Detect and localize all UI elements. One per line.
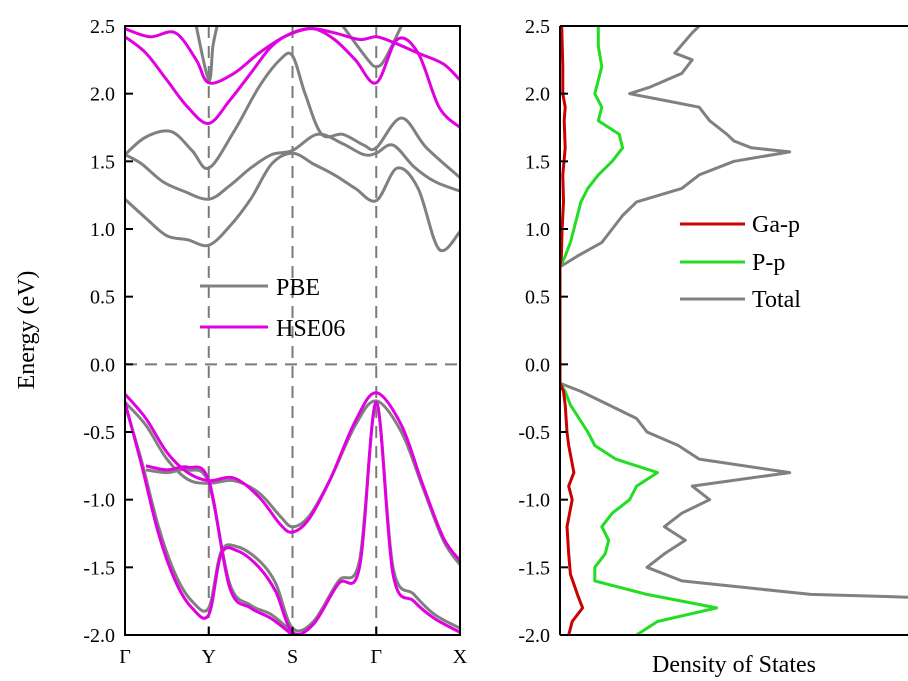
band-y-tick-label: 2.0 xyxy=(90,84,115,106)
band-y-tick-label: -2.0 xyxy=(83,625,115,647)
band-line-hse06-valence xyxy=(125,400,460,635)
dos-legend: Ga-p P-p Total xyxy=(680,212,801,313)
dos-line-total xyxy=(560,26,908,635)
dos-panel: 2.5 2.0 1.5 1.0 0.5 0.0 -0.5 -1.0 -1.5 -2.0 Densi… xyxy=(518,16,908,678)
band-y-axis: 2.5 2.0 1.5 1.0 0.5 0.0 -0.5 -1.0 -1.5 -2.0 xyxy=(83,16,133,647)
band-x-tick-label-1: Y xyxy=(202,646,216,668)
dos-curves xyxy=(560,26,908,635)
band-y-tick-label: 2.5 xyxy=(90,16,115,38)
band-x-tick-label-4: X xyxy=(453,646,468,668)
legend-label-ga-p: Ga-p xyxy=(752,212,800,238)
dos-y-tick-label: 2.0 xyxy=(525,84,550,106)
band-y-axis-title: Energy (eV) xyxy=(14,271,40,390)
band-structure-panel: 2.5 2.0 1.5 1.0 0.5 0.0 -0.5 -1.0 -1.5 -2.0 Γ Y S Γ X… xyxy=(14,16,468,668)
band-legend: PBE HSE06 xyxy=(200,275,345,342)
dos-y-tick-label: 1.0 xyxy=(525,219,550,241)
legend-label-total: Total xyxy=(752,287,801,313)
legend-label-pbe: PBE xyxy=(276,275,320,301)
dos-y-tick-label: 0.5 xyxy=(525,287,550,309)
band-line-pbe-conduction xyxy=(194,26,219,82)
band-y-tick-label: 1.5 xyxy=(90,151,115,173)
dos-y-axis: 2.5 2.0 1.5 1.0 0.5 0.0 -0.5 -1.0 -1.5 -2.0 xyxy=(518,16,568,647)
dos-y-tick-label: 1.5 xyxy=(525,151,550,173)
band-y-tick-label: 0.5 xyxy=(90,287,115,309)
band-line-pbe-conduction xyxy=(125,151,460,253)
dos-line-p-p xyxy=(560,26,719,635)
band-line-pbe-conduction xyxy=(125,51,460,179)
band-y-tick-label: -0.5 xyxy=(83,422,115,444)
dos-line-ga-p xyxy=(560,26,585,635)
band-line-pbe-valence xyxy=(125,399,460,566)
dos-y-tick-label: 0.0 xyxy=(525,354,550,376)
band-curves xyxy=(125,26,460,635)
legend-label-p-p: P-p xyxy=(752,250,785,276)
band-y-tick-label: -1.0 xyxy=(83,490,115,512)
band-x-tick-label-0: Γ xyxy=(119,646,131,668)
band-y-tick-label: 0.0 xyxy=(90,354,115,376)
dos-y-tick-label: 2.5 xyxy=(525,16,550,38)
band-line-pbe-valence xyxy=(145,467,294,634)
band-x-tick-label-2: S xyxy=(287,646,298,668)
band-y-tick-label: -1.5 xyxy=(83,557,115,579)
dos-x-axis-title: Density of States xyxy=(652,652,816,678)
band-line-hse06-conduction xyxy=(125,27,460,85)
band-y-tick-label: 1.0 xyxy=(90,219,115,241)
band-line-pbe-conduction xyxy=(125,132,460,201)
dos-y-tick-label: -1.5 xyxy=(518,557,550,579)
dos-y-tick-label: -0.5 xyxy=(518,422,550,444)
legend-label-hse06: HSE06 xyxy=(276,316,345,342)
band-x-tick-label-3: Γ xyxy=(370,646,382,668)
band-line-hse06-valence xyxy=(145,464,294,635)
dos-y-tick-label: -2.0 xyxy=(518,625,550,647)
dos-y-tick-label: -1.0 xyxy=(518,490,550,512)
